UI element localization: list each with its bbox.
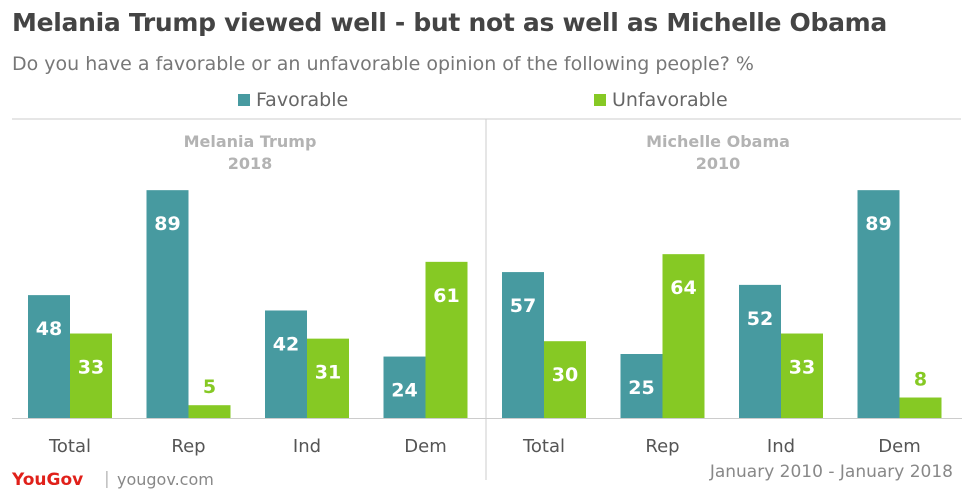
value-label-favorable-total-panel-1: 57 bbox=[510, 295, 536, 317]
bar-favorable-dem-panel-0 bbox=[383, 356, 426, 418]
legend-item-favorable: Favorable bbox=[238, 89, 348, 111]
category-label-rep-panel-1: Rep bbox=[645, 436, 679, 457]
legend-swatch-unfavorable bbox=[594, 94, 606, 106]
bar-unfavorable-ind-panel-0 bbox=[307, 338, 349, 418]
bar-unfavorable-total-panel-1 bbox=[544, 341, 586, 418]
bar-unfavorable-dem-panel-1 bbox=[899, 397, 942, 418]
bar-favorable-ind-panel-1 bbox=[739, 284, 781, 418]
category-label-rep-panel-0: Rep bbox=[171, 436, 205, 457]
chart-subtitle: Do you have a favorable or an unfavorabl… bbox=[12, 53, 754, 75]
value-label-unfavorable-rep-panel-0: 5 bbox=[203, 376, 216, 398]
legend-item-unfavorable: Unfavorable bbox=[594, 89, 728, 111]
category-label-dem-panel-1: Dem bbox=[878, 436, 920, 457]
panel-left-year: 2018 bbox=[227, 154, 273, 173]
panel-title-right: Michelle Obama 2010 bbox=[608, 131, 828, 175]
value-label-favorable-ind-panel-0: 42 bbox=[273, 333, 299, 355]
bar-unfavorable-dem-panel-0 bbox=[425, 261, 468, 418]
bar-favorable-total-panel-0 bbox=[28, 295, 70, 418]
bar-favorable-total-panel-1 bbox=[502, 272, 544, 418]
value-label-unfavorable-dem-panel-0: 61 bbox=[433, 285, 459, 307]
category-label-total-panel-0: Total bbox=[48, 436, 91, 457]
bar-unfavorable-ind-panel-1 bbox=[781, 333, 823, 418]
value-label-favorable-dem-panel-0: 24 bbox=[391, 380, 417, 402]
value-label-favorable-total-panel-0: 48 bbox=[36, 318, 62, 340]
bar-unfavorable-rep-panel-1 bbox=[662, 254, 705, 418]
category-label-total-panel-1: Total bbox=[522, 436, 565, 457]
value-label-unfavorable-dem-panel-1: 8 bbox=[914, 369, 927, 391]
value-label-favorable-rep-panel-0: 89 bbox=[154, 213, 180, 235]
bar-favorable-ind-panel-0 bbox=[265, 310, 307, 418]
legend-label-favorable: Favorable bbox=[256, 89, 349, 111]
legend-label-unfavorable: Unfavorable bbox=[612, 89, 728, 111]
category-label-ind-panel-1: Ind bbox=[767, 436, 795, 457]
panel-title-left: Melania Trump 2018 bbox=[140, 131, 360, 175]
footer-separator: | bbox=[104, 469, 110, 489]
legend: Favorable Unfavorable bbox=[0, 89, 973, 113]
footer-date-range: January 2010 - January 2018 bbox=[709, 462, 953, 482]
bar-favorable-rep-panel-0 bbox=[146, 190, 189, 418]
value-label-unfavorable-rep-panel-1: 64 bbox=[670, 277, 696, 299]
value-label-favorable-dem-panel-1: 89 bbox=[865, 213, 891, 235]
bar-unfavorable-rep-panel-0 bbox=[188, 405, 231, 418]
bar-unfavorable-total-panel-0 bbox=[70, 333, 112, 418]
bar-favorable-rep-panel-1 bbox=[620, 354, 663, 418]
value-label-unfavorable-ind-panel-1: 33 bbox=[789, 357, 815, 379]
value-label-unfavorable-ind-panel-0: 31 bbox=[315, 362, 341, 384]
value-label-unfavorable-total-panel-1: 30 bbox=[552, 364, 578, 386]
value-label-favorable-ind-panel-1: 52 bbox=[747, 308, 773, 330]
value-label-unfavorable-total-panel-0: 33 bbox=[78, 357, 104, 379]
panel-left-name: Melania Trump bbox=[183, 132, 317, 151]
panel-right-year: 2010 bbox=[695, 154, 741, 173]
category-label-ind-panel-0: Ind bbox=[293, 436, 321, 457]
panel-right-name: Michelle Obama bbox=[646, 132, 790, 151]
category-label-dem-panel-0: Dem bbox=[404, 436, 446, 457]
value-label-favorable-rep-panel-1: 25 bbox=[628, 377, 654, 399]
chart-title: Melania Trump viewed well - but not as w… bbox=[12, 8, 887, 37]
legend-swatch-favorable bbox=[238, 94, 250, 106]
bar-favorable-dem-panel-1 bbox=[857, 190, 900, 418]
yougov-logo: YouGov bbox=[12, 470, 84, 490]
footer-site: yougov.com bbox=[117, 470, 214, 489]
